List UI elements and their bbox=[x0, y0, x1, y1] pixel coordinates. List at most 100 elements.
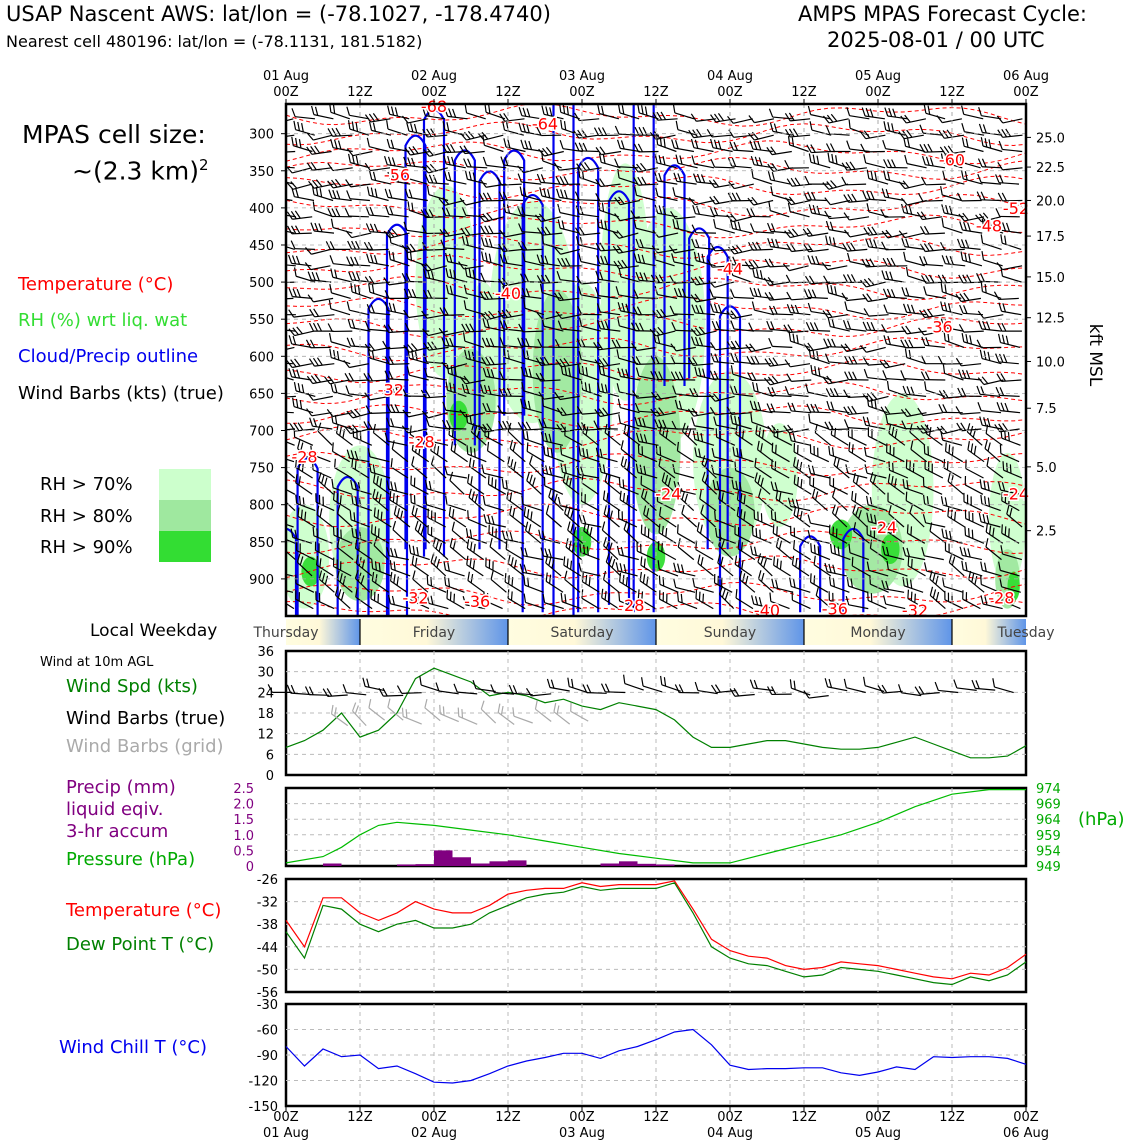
wind-barb-759 bbox=[730, 353, 755, 365]
wind-barb-282 bbox=[443, 155, 466, 169]
wind-barb-667 bbox=[670, 371, 696, 381]
wind-barb-375 bbox=[500, 156, 524, 169]
wind-barb-782 bbox=[749, 223, 774, 234]
cloud-outline-13 bbox=[607, 190, 631, 605]
wind-barb-377 bbox=[498, 191, 524, 202]
wind-barb-266 bbox=[421, 410, 448, 419]
wind-barb-341 bbox=[484, 104, 506, 120]
wind-barb-117 bbox=[332, 491, 351, 512]
wind-barb-482 bbox=[554, 391, 580, 401]
wind-barb-1192 bbox=[997, 333, 1021, 348]
wind-barb-974 bbox=[862, 321, 887, 332]
wind-barb-827 bbox=[771, 442, 790, 463]
wind-barb-603 bbox=[631, 342, 657, 352]
wind-barb-329 bbox=[465, 413, 487, 430]
top-date-0: 01 Aug bbox=[263, 69, 309, 84]
wind-barb-1183 bbox=[997, 192, 1023, 202]
wind-barb-32 bbox=[293, 120, 315, 136]
wind-barb-287 bbox=[440, 239, 465, 250]
temp-contour-12 bbox=[286, 337, 1026, 362]
wind-barb-534 bbox=[596, 218, 619, 234]
wind-barb-987 bbox=[866, 525, 886, 544]
wind-barb-351 bbox=[480, 272, 505, 283]
wind-barb-679 bbox=[673, 562, 696, 577]
temp-contour-21 bbox=[286, 555, 1026, 579]
wind-barb-669 bbox=[674, 399, 698, 414]
wind-barb-900 bbox=[825, 125, 850, 136]
wind-barb-623 bbox=[654, 154, 677, 169]
gridwind-barb-19 bbox=[387, 698, 404, 721]
wind-barb-771 bbox=[737, 539, 756, 561]
wind-barb-789 bbox=[745, 343, 772, 353]
wind-barb-11 bbox=[286, 297, 294, 301]
cloud-outline-1 bbox=[296, 457, 319, 616]
wind-barb-524 bbox=[578, 562, 601, 577]
wind-barb-702 bbox=[692, 430, 715, 446]
temp-label-18: -40 bbox=[754, 601, 780, 620]
wind-barb-235 bbox=[402, 409, 429, 418]
cloud-outline-layer bbox=[286, 104, 865, 616]
wind-barb-708 bbox=[696, 522, 714, 544]
wind-barb-1194 bbox=[996, 373, 1022, 382]
wind-barb-161 bbox=[365, 206, 390, 218]
wind-barb-91 bbox=[318, 570, 335, 593]
wind-barb-493 bbox=[563, 556, 582, 577]
wind-barb-553 bbox=[601, 521, 618, 544]
wind-barb-1091 bbox=[941, 204, 964, 218]
wind-barb-60 bbox=[295, 574, 315, 593]
wind-barb-491 bbox=[567, 521, 584, 544]
windchill-ytick--90: -90 bbox=[257, 1049, 278, 1064]
wind-barb-1088 bbox=[940, 153, 963, 169]
wind-barb-856 bbox=[783, 424, 809, 434]
wind-barb-576 bbox=[617, 398, 640, 414]
wind-barb-472 bbox=[557, 219, 580, 234]
wind10-barb-4 bbox=[286, 684, 311, 696]
wind-barb-851 bbox=[788, 332, 810, 348]
wind-barb-741 bbox=[717, 554, 734, 577]
wind-barb-632 bbox=[652, 308, 678, 319]
wind-barb-1129 bbox=[958, 324, 984, 333]
wind-barb-843 bbox=[787, 202, 810, 218]
wind-barb-1029 bbox=[901, 203, 924, 218]
wind-barb-108 bbox=[329, 348, 351, 365]
wind-barb-995 bbox=[883, 159, 908, 169]
temp-contour-11 bbox=[286, 314, 1026, 338]
wind-barb-738 bbox=[714, 510, 735, 528]
cloud-outline-8 bbox=[478, 170, 501, 550]
temp-ytick--38: -38 bbox=[257, 918, 278, 933]
wind-barb-792 bbox=[752, 381, 774, 397]
wind-barb-416 bbox=[518, 323, 544, 333]
wind-barb-858 bbox=[793, 443, 812, 463]
wind-barb-916 bbox=[825, 388, 851, 397]
wind-barb-1205 bbox=[1000, 545, 1022, 561]
temp-label-12: -24 bbox=[655, 485, 681, 504]
wind-barb-399 bbox=[505, 540, 524, 561]
rh-blob-13 bbox=[446, 348, 496, 453]
wind-barb-152 bbox=[355, 554, 373, 577]
wind-barb-1146 bbox=[962, 590, 981, 610]
wind-barb-297 bbox=[442, 401, 466, 414]
bottom-hour-2: 00Z bbox=[421, 1110, 447, 1125]
wind-barb-198 bbox=[384, 301, 408, 316]
weekday-bg-3 bbox=[656, 619, 804, 645]
wind-barb-896 bbox=[813, 555, 832, 577]
cloud-outline-17 bbox=[706, 245, 729, 550]
wind-barb-795 bbox=[755, 425, 773, 446]
wind-barb-454 bbox=[540, 431, 564, 446]
wind-barb-710 bbox=[697, 554, 714, 577]
wind-barb-362 bbox=[486, 441, 505, 463]
wind-barb-118 bbox=[336, 504, 353, 528]
wind-barb-1072 bbox=[917, 407, 943, 417]
wind-barb-246 bbox=[412, 570, 429, 593]
wind-barb-146 bbox=[351, 458, 370, 479]
wind-barb-719 bbox=[709, 206, 734, 218]
wind-barb-123 bbox=[334, 586, 351, 610]
wind-barb-829 bbox=[770, 481, 794, 495]
wind-barb-109 bbox=[324, 375, 350, 385]
wind-barb-1064 bbox=[920, 274, 946, 284]
wind-barb-487 bbox=[560, 463, 582, 479]
wind-barb-1077 bbox=[922, 477, 943, 495]
wind-barb-289 bbox=[445, 268, 468, 283]
temp-label-13: -24 bbox=[1003, 485, 1029, 504]
wind-barb-29 bbox=[286, 587, 294, 593]
